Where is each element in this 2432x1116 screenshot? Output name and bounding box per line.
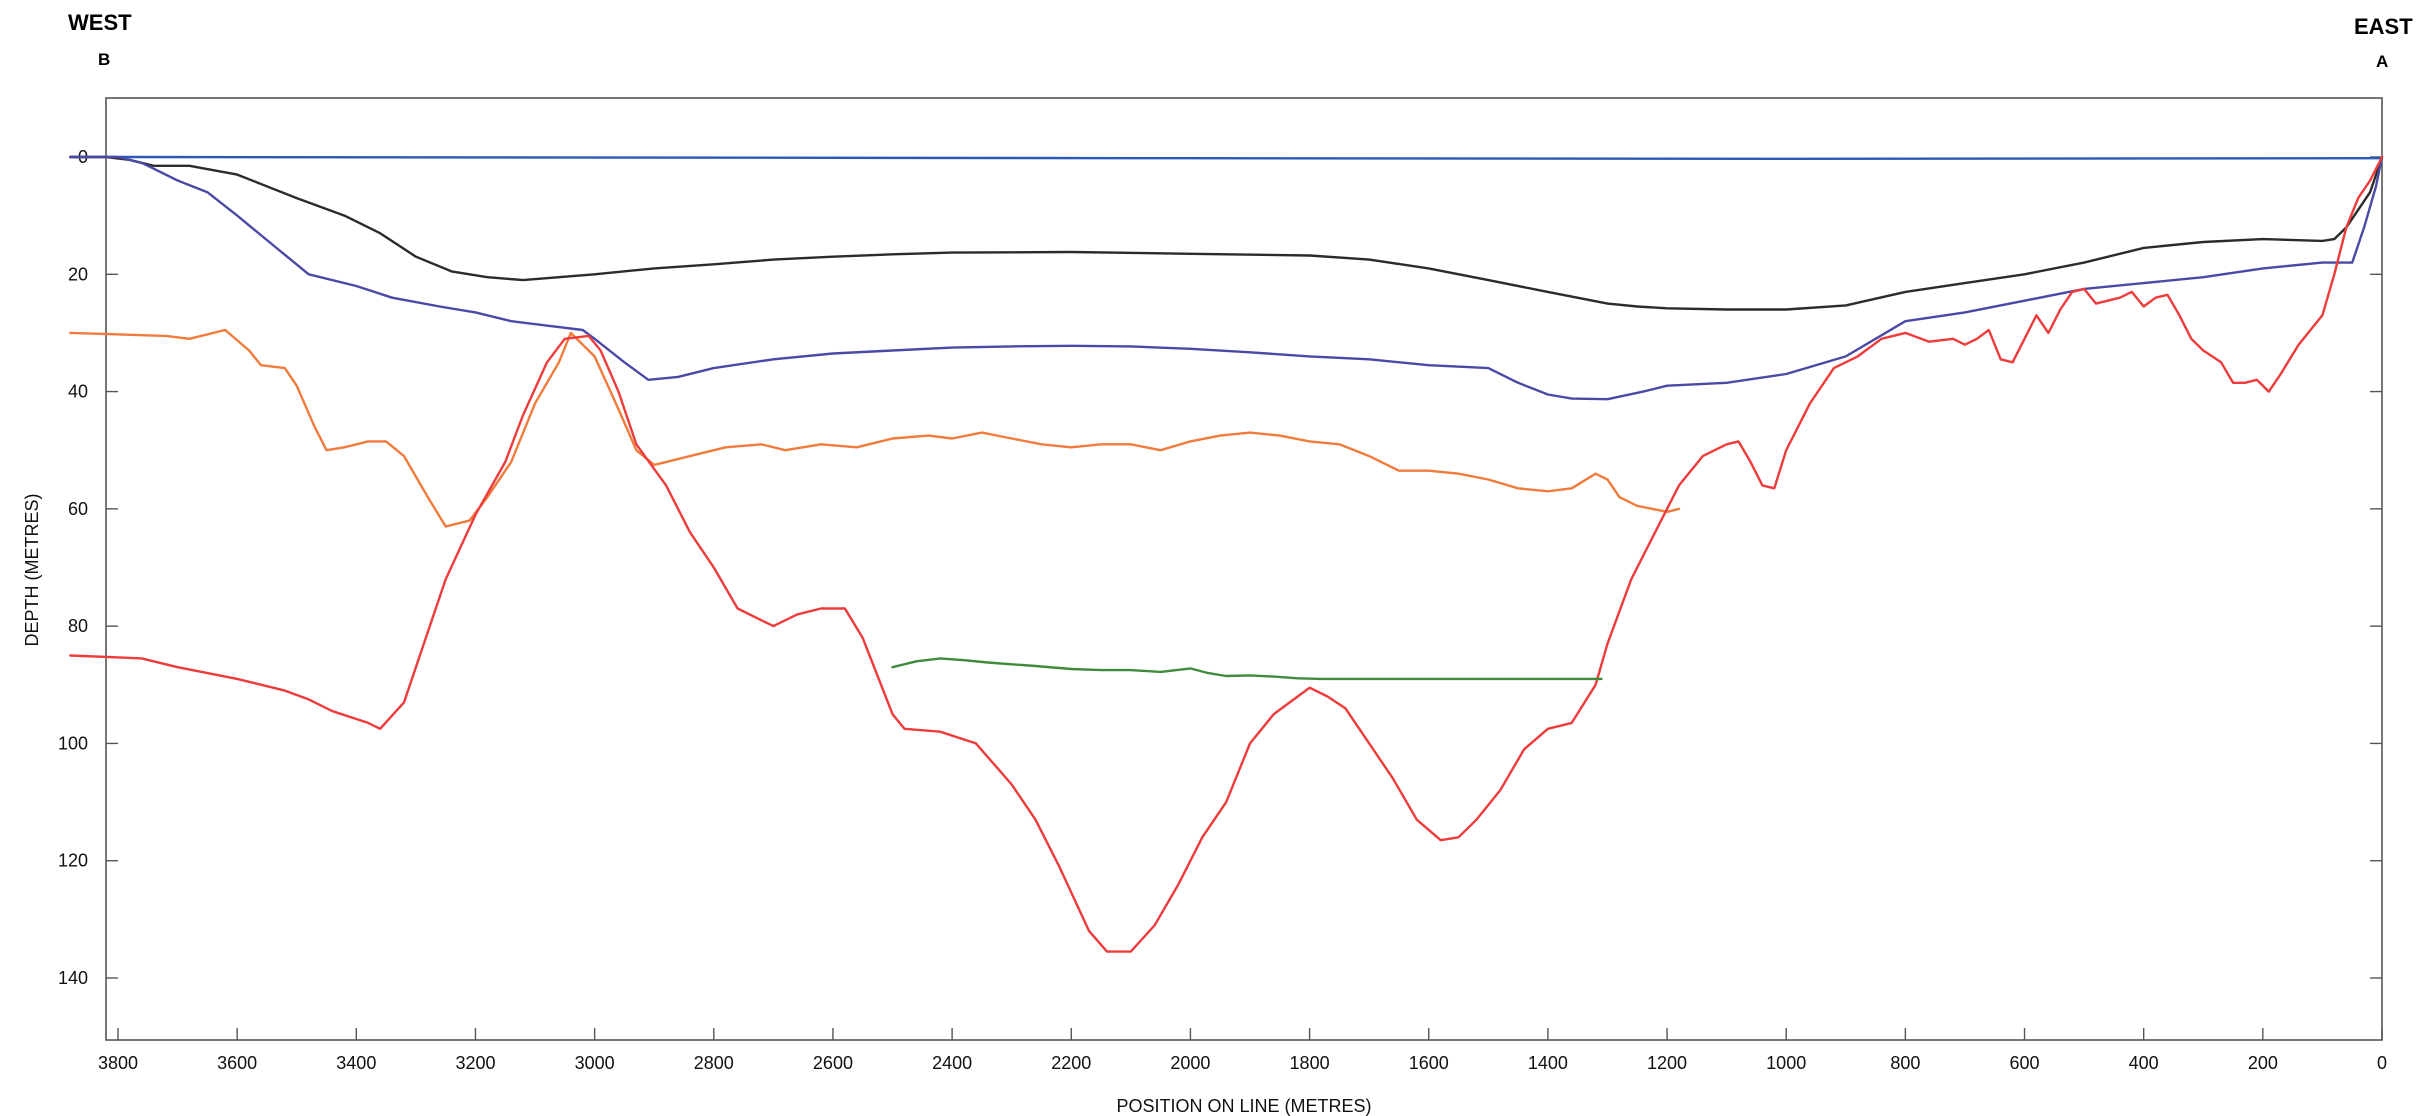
y-axis-label: DEPTH (METRES) <box>22 494 42 647</box>
series-layer <box>69 155 2384 953</box>
x-tick-label: 2800 <box>694 1053 734 1073</box>
x-tick-label: 1600 <box>1409 1053 1449 1073</box>
x-tick-label: 2400 <box>932 1053 972 1073</box>
x-tick-label: 2000 <box>1170 1053 1210 1073</box>
y-tick-label: 120 <box>58 851 88 871</box>
x-tick-label: 1400 <box>1528 1053 1568 1073</box>
y-tick-label: 80 <box>68 616 88 636</box>
x-tick-label: 3400 <box>336 1053 376 1073</box>
point-a-label: A <box>2376 52 2389 71</box>
x-tick-label: 0 <box>2377 1053 2387 1073</box>
y-tick-label: 20 <box>68 264 88 284</box>
x-tick-label: 600 <box>2010 1053 2040 1073</box>
series-line-4 <box>69 328 1681 528</box>
point-b-label: B <box>98 50 111 69</box>
y-tick-label: 100 <box>58 733 88 753</box>
series-line-6 <box>891 657 1603 681</box>
x-tick-label: 3000 <box>575 1053 615 1073</box>
east-label: EAST <box>2354 14 2413 39</box>
x-axis-ticks: 3800 3600 3400 3200 3000 2800 2600 2400 2200 2000… <box>98 1028 2387 1073</box>
y-tick-label: 40 <box>68 382 88 402</box>
x-tick-label: 2200 <box>1051 1053 1091 1073</box>
x-tick-label: 1800 <box>1290 1053 1330 1073</box>
plot-frame <box>105 97 2383 1041</box>
x-tick-label: 3600 <box>217 1053 257 1073</box>
x-tick-label: 400 <box>2129 1053 2159 1073</box>
x-tick-label: 3800 <box>98 1053 138 1073</box>
series-line-5 <box>69 155 2384 953</box>
x-tick-label: 3200 <box>455 1053 495 1073</box>
series-line-1 <box>69 155 2384 160</box>
x-tick-label: 800 <box>1890 1053 1920 1073</box>
series-line-2 <box>69 155 2384 311</box>
x-axis-label: POSITION ON LINE (METRES) <box>1116 1096 1371 1116</box>
x-tick-label: 1000 <box>1766 1053 1806 1073</box>
x-tick-label: 200 <box>2248 1053 2278 1073</box>
x-tick-label: 2600 <box>813 1053 853 1073</box>
x-tick-label: 1200 <box>1647 1053 1687 1073</box>
west-label: WEST <box>68 10 132 35</box>
y-tick-label: 140 <box>58 968 88 988</box>
series-line-3 <box>69 155 2384 401</box>
y-tick-label: 60 <box>68 499 88 519</box>
